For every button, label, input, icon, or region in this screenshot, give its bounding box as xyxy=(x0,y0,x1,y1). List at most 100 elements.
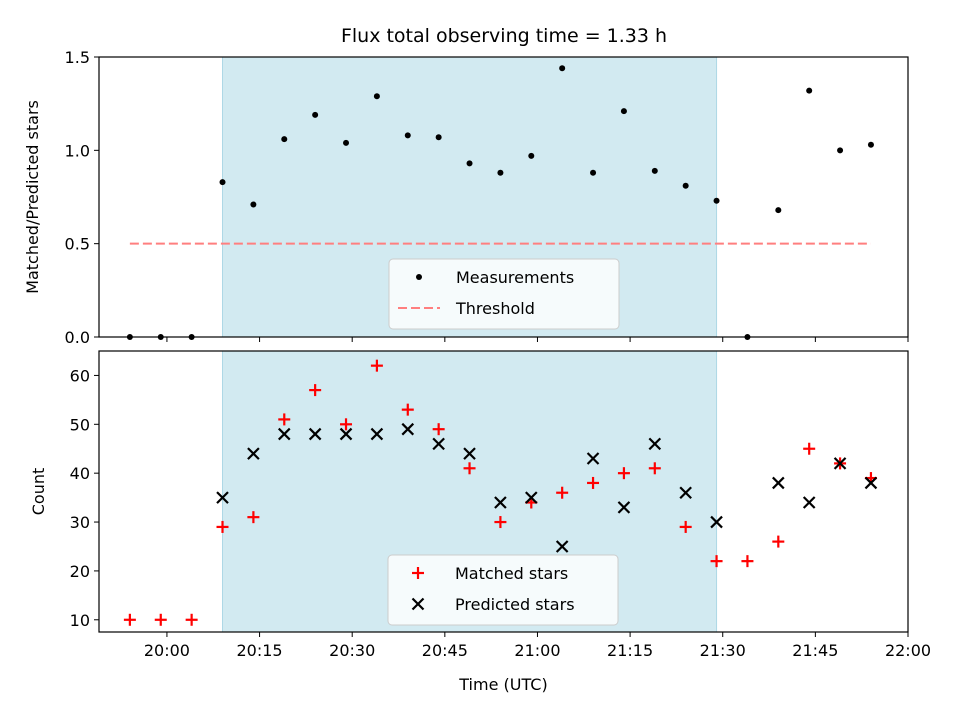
measurement-point xyxy=(528,152,535,159)
measurement-point xyxy=(682,182,689,189)
x-tick-label: 22:00 xyxy=(885,641,931,660)
matched-stars-point xyxy=(803,442,816,455)
predicted-stars-point-b xyxy=(277,427,291,441)
predicted-stars-point xyxy=(308,427,322,441)
matched-stars-point xyxy=(679,520,692,533)
predicted-stars-point-b xyxy=(494,496,507,509)
y-tick-label: 0.5 xyxy=(65,235,90,254)
predicted-stars-point xyxy=(463,447,476,460)
measurement-point xyxy=(312,111,319,118)
predicted-stars-point xyxy=(339,427,353,441)
matched-stars-point xyxy=(216,520,229,533)
predicted-stars-point xyxy=(555,540,569,553)
measurement-point xyxy=(837,147,844,154)
predicted-stars-point-b xyxy=(679,486,692,499)
top-panel: 0.0 0.5 1.0 1.5 Matched/Predicted stars Measu… xyxy=(23,48,909,347)
predicted-stars-point-b xyxy=(216,491,229,504)
predicted-stars-point xyxy=(772,476,785,490)
matched-stars-point xyxy=(401,403,414,416)
y-tick-label: 50 xyxy=(70,415,90,434)
predicted-stars-point xyxy=(864,476,878,490)
measurement-point xyxy=(620,108,627,115)
predicted-stars-point-b xyxy=(833,457,847,470)
measurement-point xyxy=(343,139,350,146)
matched-stars-point xyxy=(772,535,785,548)
predicted-stars-point xyxy=(432,437,445,451)
predicted-stars-point xyxy=(216,491,229,504)
predicted-stars-point xyxy=(833,457,847,470)
predicted-stars-point-b xyxy=(648,437,662,451)
x-tick-label: 21:15 xyxy=(607,641,653,660)
predicted-stars-point-b xyxy=(308,427,322,441)
y-tick-label: 40 xyxy=(70,464,90,483)
x-tick-label: 20:15 xyxy=(237,641,283,660)
y-tick-label: 10 xyxy=(70,611,90,630)
y-tick-label: 60 xyxy=(70,366,90,385)
predicted-stars-point-b xyxy=(617,501,631,514)
measurement-point xyxy=(651,167,658,174)
axes-frame xyxy=(98,350,909,633)
y-tick-label: 30 xyxy=(70,513,90,532)
x-axis-label: Time (UTC) xyxy=(458,675,547,694)
predicted-stars-point-b xyxy=(432,437,445,451)
predicted-stars-point xyxy=(370,427,384,441)
predicted-stars-point xyxy=(802,496,816,509)
legend-box xyxy=(387,554,619,626)
measurement-point xyxy=(867,141,874,148)
predicted-stars-point-b xyxy=(463,447,476,460)
legend-label: Predicted stars xyxy=(455,595,575,614)
x-tick-label: 21:30 xyxy=(700,641,746,660)
legend-box xyxy=(388,258,620,330)
matched-stars-point xyxy=(432,423,445,436)
x-tick-label: 21:00 xyxy=(514,641,560,660)
predicted-stars-point-b xyxy=(586,452,600,465)
measurement-point xyxy=(713,197,720,204)
legend: Matched stars Predicted stars xyxy=(387,554,619,626)
matched-stars-point xyxy=(123,613,136,626)
matched-stars-point xyxy=(247,511,260,524)
matched-stars-point xyxy=(370,359,383,372)
legend-marker-predicted-b xyxy=(411,597,425,611)
legend: Measurements Threshold xyxy=(388,258,620,330)
measurement-point xyxy=(435,134,442,141)
predicted-stars-point xyxy=(277,427,291,441)
legend-marker-measurements xyxy=(416,274,422,280)
measurement-point xyxy=(281,136,288,143)
legend-marker-matched xyxy=(412,567,424,579)
predicted-stars-point xyxy=(648,437,662,451)
y-axis-label: Count xyxy=(29,468,48,516)
legend-label: Measurements xyxy=(456,268,574,287)
matched-stars-point xyxy=(340,418,353,431)
y-axis-label: Matched/Predicted stars xyxy=(23,100,42,294)
measurement-point xyxy=(775,207,782,214)
measurement-point xyxy=(497,169,504,176)
measurement-point xyxy=(250,201,257,208)
predicted-stars-point-b xyxy=(802,496,816,509)
predicted-stars-point-b xyxy=(339,427,353,441)
predicted-stars-point xyxy=(586,452,600,465)
y-tick-label: 1.0 xyxy=(65,141,90,160)
x-tick-label: 20:45 xyxy=(422,641,468,660)
legend-label: Threshold xyxy=(455,299,535,318)
matched-stars-point xyxy=(494,516,507,529)
predicted-stars-point-b xyxy=(710,515,723,529)
matched-stars-point xyxy=(309,384,322,397)
x-tick-label: 20:00 xyxy=(144,641,190,660)
predicted-stars-point-b xyxy=(525,491,538,504)
matched-stars-point xyxy=(710,555,723,568)
matched-stars-point xyxy=(617,467,630,480)
x-tick-label: 21:45 xyxy=(792,641,838,660)
bottom-panel: 20:00 20:15 20:30 20:45 21:00 21:15 21:30 21:45… xyxy=(29,350,931,694)
predicted-stars-point-b xyxy=(401,422,415,436)
matched-stars-point xyxy=(648,462,661,475)
predicted-stars-point xyxy=(679,486,692,499)
predicted-stars-point xyxy=(247,447,260,460)
measurement-point xyxy=(806,87,813,94)
predicted-stars-point-b xyxy=(370,427,384,441)
measurement-point xyxy=(373,93,380,100)
y-tick-label: 0.0 xyxy=(65,328,90,347)
axes-frame xyxy=(98,56,909,338)
y-tick-label: 20 xyxy=(70,562,90,581)
predicted-stars-point xyxy=(525,491,538,504)
measurement-point xyxy=(404,132,411,139)
